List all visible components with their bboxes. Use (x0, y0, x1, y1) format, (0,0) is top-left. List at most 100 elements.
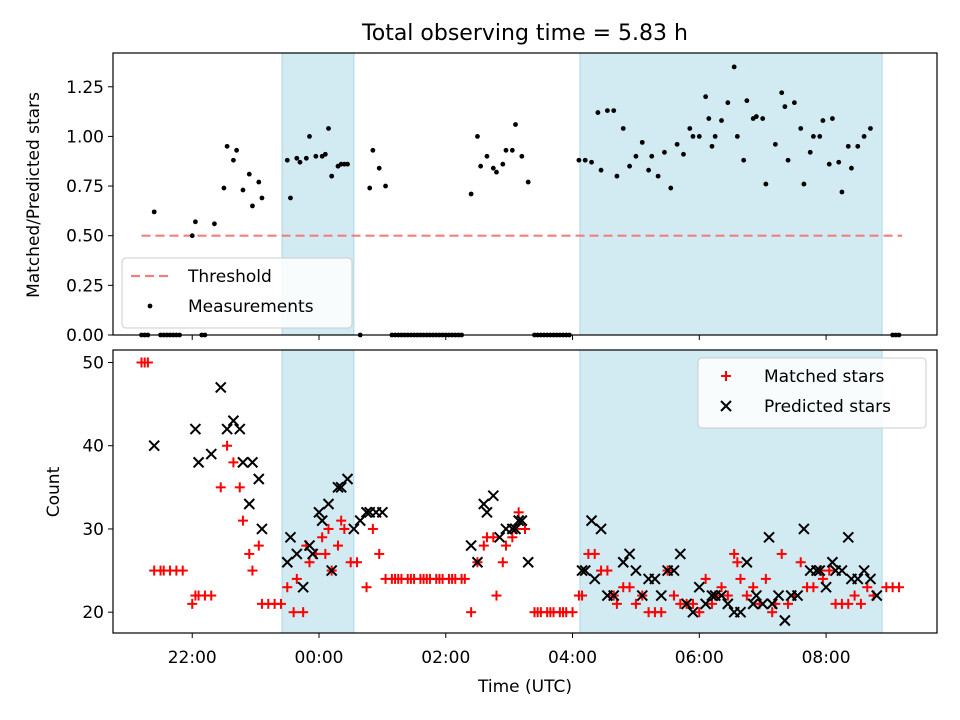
predicted-stars-point-23 (325, 564, 338, 577)
predicted-stars-point-32 (376, 506, 389, 519)
measurements-point-24 (256, 179, 262, 185)
predicted-stars-point-26 (341, 473, 354, 485)
predicted-stars-point-75 (756, 598, 769, 610)
predicted-stars-point-16 (291, 548, 303, 560)
matched-stars-point-66 (466, 607, 477, 618)
matched-stars-point-76 (513, 507, 524, 518)
measurements-point-115 (703, 94, 709, 100)
predicted-stars-point-27 (348, 523, 360, 535)
predicted-stars-point-22 (322, 498, 335, 510)
matched-stars-point-34 (317, 532, 328, 543)
matched-stars-point-9 (177, 565, 188, 576)
legend-label-threshold: Threshold (187, 267, 272, 287)
matched-stars-point-74 (507, 532, 518, 543)
matched-stars-point-20 (244, 548, 255, 559)
matched-stars-point-36 (323, 523, 334, 534)
measurements-point-116 (706, 116, 712, 121)
bottom-panel: 20 30 40 50 22:00 00:00 02:00 04:00 06:00 08:00 Ma… (82, 349, 938, 668)
measurements-point-36 (329, 173, 335, 179)
measurements-point-130 (779, 90, 785, 96)
matched-stars-point-30 (298, 607, 309, 618)
measurements-point-32 (313, 153, 319, 159)
predicted-stars-point-55 (636, 589, 648, 602)
measurements-point-104 (639, 139, 645, 145)
matched-stars-point-72 (497, 557, 508, 568)
bottom-y-tick-label-3: 40 (82, 437, 104, 457)
matched-stars-point-98 (630, 598, 641, 609)
predicted-stars-point-76 (763, 531, 775, 543)
matched-stars-point-128 (808, 582, 819, 593)
predicted-stars-point-10 (243, 498, 255, 510)
top-y-tick-label-2: 0.25 (66, 276, 104, 296)
matched-stars-point-71 (491, 590, 502, 601)
matched-stars-point-130 (817, 573, 828, 584)
predicted-stars-point-28 (354, 514, 366, 527)
matched-stars-point-109 (700, 573, 711, 584)
matched-stars-point-117 (741, 590, 752, 601)
predicted-stars-point-6 (221, 423, 233, 435)
measurements-point-22 (246, 171, 252, 177)
measurements-point-123 (741, 157, 747, 163)
measurements-point-113 (690, 134, 696, 139)
measurements-point-73 (490, 165, 496, 171)
matched-stars-point-131 (824, 565, 835, 576)
measurements-point-109 (668, 185, 674, 191)
predicted-stars-point-54 (630, 564, 642, 577)
predicted-stars-point-21 (316, 514, 328, 527)
predicted-stars-point-71 (734, 606, 747, 618)
measurements-point-106 (649, 153, 655, 159)
measurements-point-35 (326, 126, 331, 131)
measurements-point-111 (681, 151, 686, 157)
predicted-stars-point-89 (836, 564, 848, 577)
measurements-point-80 (525, 179, 531, 185)
predicted-stars-point-61 (674, 548, 686, 560)
matched-stars-point-15 (215, 482, 226, 493)
measurements-point-17 (221, 185, 227, 191)
measurements-point-20 (234, 147, 240, 153)
top-legend: Threshold Measurements (121, 257, 353, 329)
matched-stars-point-120 (760, 573, 771, 584)
measurements-point-44 (376, 165, 382, 171)
x-tick-label-3: 02:00 (421, 648, 470, 668)
predicted-stars-point-94 (864, 573, 877, 585)
predicted-stars-point-64 (693, 581, 706, 593)
top-y-tick-label-4: 0.75 (66, 177, 104, 197)
predicted-stars-point-40 (506, 523, 519, 535)
top-y-tick-label-6: 1.25 (66, 78, 104, 98)
predicted-stars-point-82 (798, 523, 810, 535)
measurements-point-18 (224, 143, 230, 149)
measurements-point-75 (500, 161, 506, 167)
bottom-legend-box (697, 357, 927, 429)
measurements-point-34 (322, 151, 328, 157)
predicted-stars-point-86 (820, 581, 832, 593)
measurements-point-94 (582, 157, 588, 163)
measurements-point-101 (620, 126, 626, 131)
predicted-stars-point-38 (493, 531, 506, 543)
matched-stars-point-91 (589, 548, 600, 559)
measurements-point-134 (798, 126, 804, 131)
measurements-point-143 (839, 189, 845, 195)
matched-stars-point-108 (694, 607, 705, 618)
measurements-point-126 (753, 114, 759, 119)
predicted-stars-point-74 (750, 589, 763, 602)
matched-stars-point-121 (767, 607, 778, 618)
measurements-point-147 (861, 134, 867, 139)
matched-stars-point-10 (187, 598, 198, 609)
matched-stars-point-97 (624, 582, 635, 593)
measurements-point-4 (151, 209, 157, 215)
predicted-stars-point-68 (715, 589, 728, 602)
predicted-stars-point-60 (668, 564, 680, 577)
measurements-point-135 (801, 181, 807, 187)
measurements-point-97 (598, 167, 604, 173)
predicted-stars-point-29 (360, 506, 373, 519)
measurements-point-102 (627, 163, 632, 169)
measurements-point-105 (646, 167, 651, 173)
matched-stars-point-104 (668, 590, 679, 601)
measurements-point-148 (868, 126, 873, 131)
predicted-stars-point-42 (512, 514, 525, 527)
legend-marker-predicted-stars (720, 400, 732, 412)
measurements-point-117 (709, 143, 715, 149)
measurements-point-26 (284, 157, 290, 163)
predicted-stars-point-95 (871, 589, 883, 602)
measurements-point-139 (820, 118, 826, 123)
